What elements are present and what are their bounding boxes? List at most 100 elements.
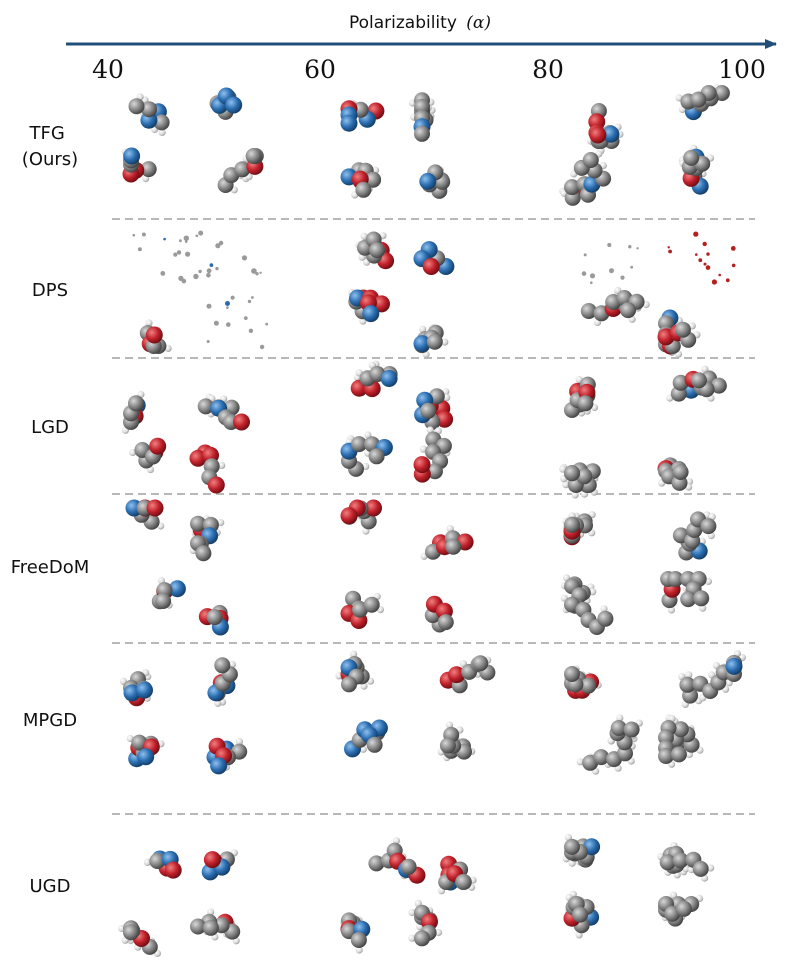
atom-dot: [667, 246, 670, 249]
atom-oxygen: [365, 499, 382, 517]
molecule: [559, 150, 612, 206]
atom-dot: [668, 249, 672, 254]
atom-hydrogen: [441, 338, 449, 346]
atom-carbon: [439, 737, 456, 754]
axis-tick-100: 100: [718, 55, 766, 84]
atom-carbon: [153, 114, 170, 131]
molecule: [207, 657, 238, 707]
atom-carbon: [670, 746, 687, 763]
atom-oxygen: [145, 326, 163, 344]
molecule: [419, 164, 451, 199]
atom-carbon: [672, 721, 689, 738]
atom-dot: [160, 271, 166, 276]
atom-carbon: [195, 545, 212, 562]
molecule: [658, 891, 704, 927]
molecule: [344, 719, 388, 758]
molecule: [563, 890, 600, 939]
atom-oxygen: [413, 456, 431, 474]
atom-hydrogen: [562, 481, 570, 489]
atom-carbon: [564, 838, 580, 855]
atom-carbon: [155, 593, 172, 609]
molecule: [348, 288, 390, 325]
atom-carbon: [577, 395, 594, 412]
molecule: [339, 912, 371, 954]
atom-dot: [226, 306, 229, 309]
molecule: [580, 286, 650, 327]
atom-carbon: [683, 149, 700, 166]
atom-carbon: [675, 900, 692, 917]
atom-carbon: [206, 609, 223, 626]
atom-dot: [265, 322, 269, 326]
atom-dot: [181, 278, 187, 284]
molecule: [355, 231, 395, 270]
molecule: [413, 241, 455, 275]
atom-carbon: [128, 395, 144, 412]
molecule: [201, 849, 238, 881]
atom-carbon: [245, 148, 262, 164]
atom-hydrogen: [158, 128, 166, 136]
atom-carbon: [141, 101, 158, 118]
atom-dot: [705, 265, 711, 270]
atom-carbon: [202, 919, 219, 936]
atom-dot: [141, 232, 146, 237]
molecule: [151, 577, 186, 610]
atom-carbon: [690, 372, 707, 389]
atom-dot: [179, 239, 182, 243]
atom-dot: [213, 320, 219, 326]
molecule: [657, 457, 694, 491]
atom-carbon: [620, 302, 637, 319]
atom-dot: [711, 279, 718, 285]
atom-dot: [215, 266, 219, 271]
atom-oxygen: [207, 476, 225, 494]
atom-carbon: [140, 161, 157, 178]
atom-carbon: [564, 465, 580, 482]
atom-dot: [215, 243, 221, 249]
atom-dot: [185, 251, 191, 257]
atom-hydrogen: [685, 671, 693, 679]
atom-carbon: [616, 290, 633, 306]
molecule: [143, 850, 182, 879]
molecule: [340, 499, 382, 535]
atom-carbon: [623, 721, 640, 738]
atom-hydrogen: [600, 605, 608, 613]
molecule: [126, 734, 165, 768]
molecule: [190, 908, 241, 945]
axis-title: Polarizability (α): [349, 13, 491, 33]
atom-dot: [725, 278, 730, 283]
atom-carbon: [445, 538, 462, 555]
atom-carbon: [368, 448, 385, 465]
atom-dot: [225, 301, 230, 306]
atom-nitrogen: [413, 335, 431, 353]
atom-carbon: [368, 855, 385, 872]
atom-hydrogen: [667, 606, 676, 614]
atom-carbon: [700, 518, 717, 535]
molecule: [368, 837, 426, 884]
atom-carbon: [572, 906, 589, 923]
atom-dot: [198, 269, 202, 274]
molecule: [206, 295, 269, 350]
atom-nitrogen: [725, 657, 743, 675]
molecule: [660, 571, 713, 614]
atom-hydrogen: [419, 325, 427, 333]
atom-carbon: [580, 677, 597, 694]
atom-dot: [184, 240, 188, 243]
atom-carbon: [426, 333, 443, 350]
molecule-grid: [118, 84, 746, 958]
atom-dot: [206, 340, 210, 343]
atom-nitrogen: [136, 681, 153, 699]
atom-hydrogen: [576, 758, 584, 766]
molecule: [678, 144, 715, 195]
atom-dot: [206, 273, 211, 278]
method-label-tfg-line1: TFG: [28, 123, 64, 144]
molecule: [340, 431, 393, 477]
atom-dot: [630, 265, 634, 269]
atom-nitrogen: [419, 172, 437, 190]
molecule: [562, 833, 601, 868]
atom-carbon: [576, 468, 593, 485]
molecule: [209, 87, 243, 120]
molecule: [125, 499, 165, 530]
atom-carbon: [658, 748, 674, 764]
atom-dot: [589, 273, 596, 279]
axis-title-text: Polarizability: [349, 13, 457, 33]
molecule: [559, 462, 601, 499]
